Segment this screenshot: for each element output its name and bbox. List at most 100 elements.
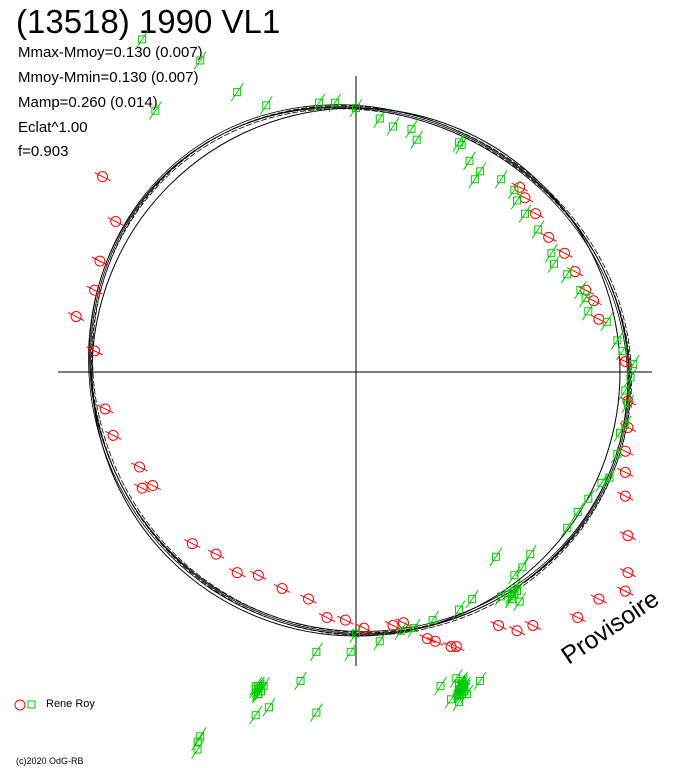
data-point-square <box>454 138 463 147</box>
data-point-circle <box>89 345 101 357</box>
data-point-square <box>428 616 437 625</box>
data-point-square <box>576 286 585 295</box>
error-bar <box>619 422 637 432</box>
error-bar <box>426 636 444 646</box>
data-point-circle <box>493 619 505 631</box>
error-bar <box>573 280 587 300</box>
data-point-square <box>497 592 506 601</box>
error-bar <box>107 217 124 226</box>
error-bar <box>590 594 608 604</box>
error-bar <box>516 193 534 203</box>
data-point-square <box>563 270 572 279</box>
error-bar <box>581 489 595 508</box>
error-bar <box>590 314 608 324</box>
error-bar <box>148 101 162 120</box>
error-bar <box>579 288 593 308</box>
error-bar <box>531 220 545 239</box>
error-bar <box>144 481 161 490</box>
data-point-circle <box>527 619 539 631</box>
error-bar <box>131 462 148 472</box>
data-point-square <box>296 676 305 685</box>
data-point-square <box>534 225 543 234</box>
error-bar <box>394 621 408 640</box>
data-point-square <box>262 101 271 110</box>
data-point-circle <box>622 395 634 407</box>
error-bar <box>513 592 527 611</box>
data-point-circle <box>569 266 581 278</box>
error-bar <box>507 584 521 604</box>
data-point-circle <box>97 171 109 183</box>
data-point-circle <box>110 216 122 228</box>
error-bar <box>294 671 307 691</box>
data-point-square <box>407 125 416 134</box>
error-bar <box>344 642 358 662</box>
fit-curve <box>91 108 631 636</box>
error-bar <box>581 302 595 321</box>
error-bar <box>449 668 463 688</box>
data-point-circle <box>619 466 631 478</box>
error-bar <box>547 254 561 274</box>
data-point-circle <box>186 538 198 550</box>
error-bar <box>616 341 630 361</box>
error-bar <box>494 587 508 606</box>
error-bar <box>507 566 521 585</box>
data-point-square <box>584 494 593 503</box>
error-bar <box>373 632 387 651</box>
error-bar <box>617 356 634 366</box>
data-point-square <box>510 185 519 194</box>
error-bar <box>571 502 585 522</box>
data-point-circle <box>593 313 605 325</box>
data-point-square <box>623 399 632 408</box>
error-bar <box>96 404 114 414</box>
error-bar <box>617 467 634 477</box>
data-point-circle <box>619 585 631 597</box>
data-point-circle <box>619 355 631 367</box>
error-bar <box>617 446 634 456</box>
credit: (c)2020 OdG-RB <box>16 756 84 766</box>
error-bar <box>468 170 482 189</box>
data-point-square <box>251 711 260 720</box>
data-point-square <box>436 682 445 691</box>
data-point-circle <box>339 614 351 626</box>
error-bar <box>618 381 632 400</box>
fit-curve <box>90 106 630 634</box>
error-bar <box>386 117 400 136</box>
data-point-square <box>312 708 321 717</box>
data-point-square <box>138 35 147 44</box>
data-point-square <box>196 732 205 741</box>
error-bar <box>384 620 402 630</box>
data-point-square <box>618 346 627 355</box>
fit-curve <box>88 107 628 635</box>
error-bar <box>560 265 574 284</box>
error-bar <box>273 584 291 593</box>
error-bar <box>191 732 205 751</box>
error-bar <box>463 151 476 171</box>
error-bar <box>193 51 207 70</box>
error-bar <box>133 483 151 493</box>
data-point-square <box>330 98 339 107</box>
data-point-square <box>621 386 630 395</box>
data-point-circle <box>398 617 410 629</box>
data-point-square <box>520 209 529 218</box>
error-bar <box>610 444 624 464</box>
data-point-square <box>454 605 463 614</box>
data-point-square <box>452 674 461 683</box>
data-point-circle <box>519 192 531 204</box>
error-bar <box>621 394 635 413</box>
error-bar <box>452 682 466 701</box>
data-point-square <box>462 690 471 699</box>
data-point-square <box>470 175 479 184</box>
error-bar <box>544 243 558 263</box>
error-bar <box>619 568 637 578</box>
error-bar <box>617 491 634 501</box>
data-point-square <box>629 360 638 369</box>
data-point-square <box>196 56 205 65</box>
error-bar <box>405 119 418 139</box>
data-point-circle <box>622 530 634 542</box>
data-point-square <box>515 597 524 606</box>
error-bar <box>452 133 466 152</box>
data-point-circle <box>321 612 333 624</box>
data-point-circle <box>543 231 555 243</box>
data-points <box>67 30 640 759</box>
